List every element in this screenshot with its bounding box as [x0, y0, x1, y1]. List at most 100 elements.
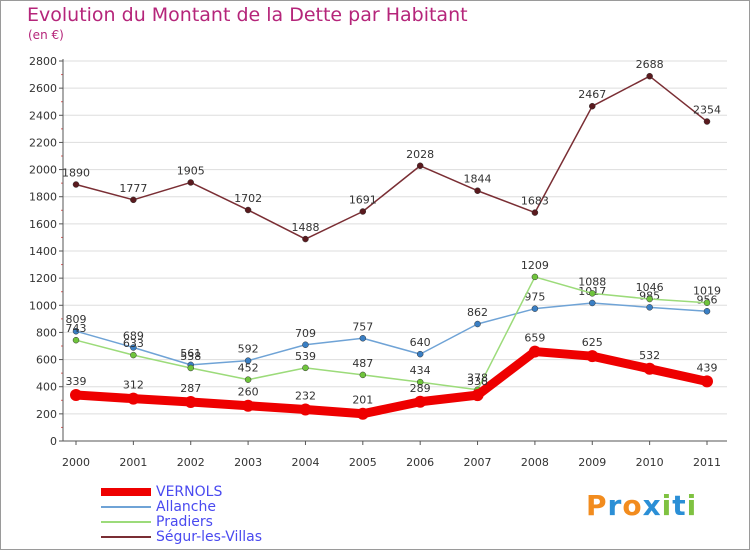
data-point — [356, 407, 369, 420]
data-label: 2028 — [406, 148, 434, 161]
x-tick-label: 2004 — [291, 456, 319, 469]
x-tick-label: 2010 — [636, 456, 664, 469]
legend-label: Allanche — [156, 499, 216, 515]
data-point — [187, 364, 194, 372]
data-point — [589, 102, 596, 110]
y-tick-label: 1600 — [29, 218, 57, 231]
x-tick-label: 2002 — [177, 456, 205, 469]
x-tick-label: 2005 — [349, 456, 377, 469]
data-point — [414, 395, 427, 408]
chart-title: Evolution du Montant de la Dette par Hab… — [27, 4, 468, 26]
y-tick-label: 1000 — [29, 299, 57, 312]
data-label: 757 — [352, 320, 373, 333]
logo-letter: i — [661, 489, 673, 522]
data-label: 201 — [352, 394, 373, 407]
x-tick-label: 2003 — [234, 456, 262, 469]
data-label: 532 — [639, 349, 660, 362]
logo-letter: o — [622, 489, 643, 522]
data-point — [359, 335, 367, 342]
data-label: 378 — [467, 372, 488, 385]
legend-label: VERNOLS — [156, 484, 223, 500]
y-tick-label: 2400 — [29, 109, 57, 122]
data-label: 561 — [180, 347, 201, 360]
y-tick-label: 200 — [36, 408, 57, 421]
data-label: 1691 — [349, 194, 377, 207]
y-tick-label: 800 — [36, 326, 57, 339]
data-label: 689 — [123, 329, 144, 342]
data-label: 1777 — [119, 182, 147, 195]
data-point — [531, 209, 539, 216]
data-point — [130, 196, 137, 204]
data-point — [703, 308, 711, 315]
series-line — [75, 302, 708, 366]
data-label: 743 — [66, 322, 87, 335]
logo-letter: r — [607, 489, 623, 522]
data-label: 539 — [295, 350, 316, 363]
logo-letter: i — [686, 489, 698, 522]
x-tick-label: 2000 — [62, 456, 90, 469]
data-point — [474, 187, 481, 194]
data-label: 1702 — [234, 192, 262, 205]
data-label: 1683 — [521, 195, 549, 208]
data-label: 1209 — [521, 259, 549, 272]
data-point — [359, 371, 367, 379]
data-label: 339 — [66, 375, 87, 388]
y-tick-label: 1800 — [29, 191, 57, 204]
data-label: 1844 — [464, 173, 492, 186]
data-point — [646, 304, 653, 311]
x-tick-label: 2006 — [406, 456, 434, 469]
chart-subtitle: (en €) — [28, 28, 64, 42]
data-label: 640 — [410, 336, 431, 349]
data-label: 2467 — [578, 88, 606, 101]
data-label: 452 — [238, 362, 259, 375]
y-tick-label: 2800 — [29, 55, 57, 68]
y-tick-label: 2200 — [29, 136, 57, 149]
y-tick-label: 0 — [50, 435, 57, 448]
data-point — [244, 376, 252, 383]
data-label: 260 — [238, 386, 259, 399]
x-tick-label: 2007 — [464, 456, 492, 469]
data-label: 2688 — [636, 58, 664, 71]
data-point — [127, 392, 140, 405]
y-tick-label: 1400 — [29, 245, 57, 258]
data-label: 1088 — [578, 275, 606, 288]
data-label: 439 — [697, 361, 718, 374]
y-tick-label: 400 — [36, 381, 57, 394]
data-label: 1046 — [636, 281, 664, 294]
data-label: 312 — [123, 379, 144, 392]
data-label: 289 — [410, 382, 431, 395]
legend-swatch — [101, 536, 151, 538]
data-label: 633 — [123, 337, 144, 350]
data-point — [701, 375, 713, 388]
data-label: 1905 — [177, 164, 205, 177]
legend-swatch — [101, 521, 151, 523]
data-point — [471, 389, 484, 402]
data-point — [72, 327, 80, 335]
data-point — [703, 118, 711, 125]
data-label: 659 — [524, 332, 545, 345]
data-point — [646, 72, 653, 80]
data-point — [242, 399, 255, 412]
data-label: 487 — [352, 357, 373, 370]
legend-swatch — [101, 488, 151, 496]
data-label: 538 — [180, 350, 201, 363]
series-line — [71, 347, 712, 419]
data-label: 1890 — [62, 167, 90, 180]
data-point — [589, 299, 596, 307]
data-point — [299, 403, 312, 416]
y-tick-label: 600 — [36, 354, 57, 367]
data-label: 625 — [582, 336, 603, 349]
data-point — [184, 396, 197, 409]
proxiti-logo: Proxiti — [586, 489, 697, 522]
data-point — [244, 206, 252, 214]
data-point — [646, 295, 653, 303]
data-label: 975 — [524, 291, 545, 304]
data-point — [302, 235, 309, 243]
data-label: 809 — [66, 313, 87, 326]
data-label: 287 — [180, 382, 201, 395]
x-tick-label: 2001 — [119, 456, 147, 469]
logo-letter: x — [642, 489, 662, 522]
data-point — [474, 320, 481, 328]
